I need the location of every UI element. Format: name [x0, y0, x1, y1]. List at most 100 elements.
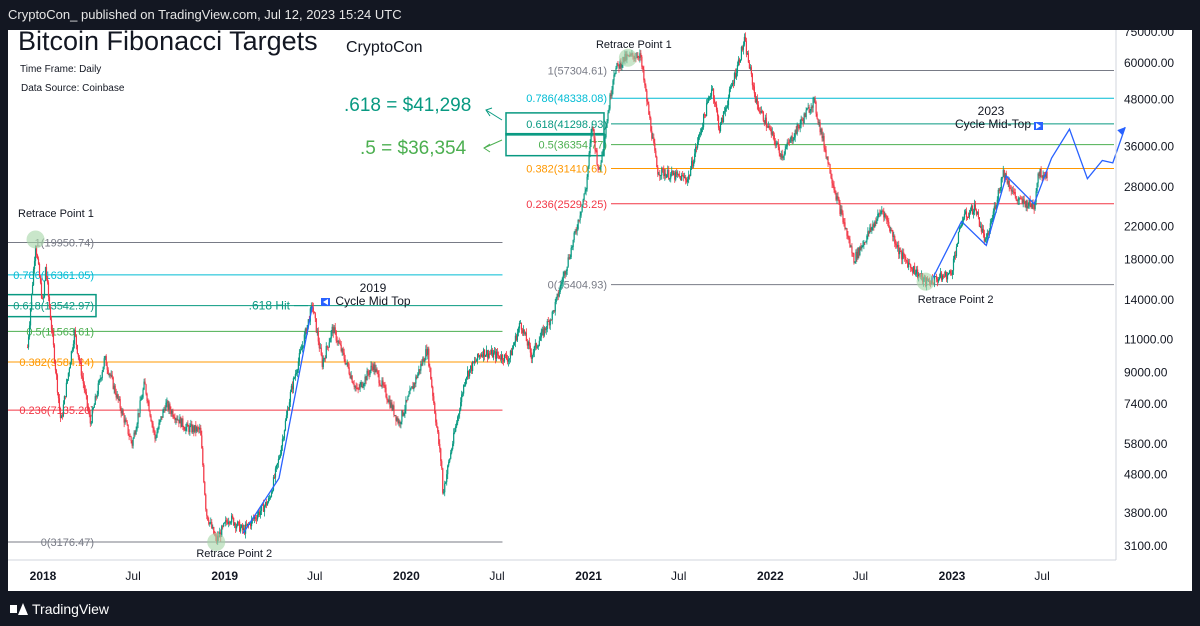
candle-body [748, 62, 750, 69]
candle-body [252, 518, 255, 520]
candle-body [207, 515, 209, 521]
candle-body [663, 169, 665, 177]
retrace-2018-point-2-label: Retrace Point 2 [196, 548, 272, 560]
candle-body [658, 174, 660, 176]
candle-body [411, 386, 413, 389]
candle-body [644, 80, 646, 86]
candle-body [1036, 183, 1038, 192]
candle-body [280, 446, 283, 455]
candle-body [553, 310, 555, 312]
fib-2021-level-label: 0.786(48338.08) [526, 93, 607, 105]
candle-body [966, 217, 969, 219]
candle-body [203, 465, 205, 482]
candle-body [339, 343, 341, 345]
candle-body [314, 313, 316, 319]
candle-body [210, 522, 212, 524]
candle-body [883, 210, 885, 218]
candle-body [423, 358, 425, 362]
candle-body [721, 117, 724, 123]
candle-body [837, 196, 839, 199]
candle-body [383, 384, 385, 386]
candle-body [866, 235, 868, 242]
candle-body [579, 215, 581, 221]
candle-body [717, 116, 720, 128]
candle-body [839, 202, 841, 215]
candle-body [720, 117, 723, 123]
candle-body [137, 413, 139, 424]
fib-2021-level-label: 1(57304.61) [548, 65, 607, 77]
candle-body [236, 525, 238, 529]
candle-body [973, 204, 976, 212]
candle-body [469, 369, 471, 377]
candle-body [197, 427, 199, 429]
tradingview-logo[interactable]: TradingView [10, 601, 109, 617]
candle-body [316, 331, 318, 333]
candle-body [714, 102, 717, 105]
candle-body [154, 431, 156, 439]
candle-body [484, 355, 487, 357]
candle-body [955, 246, 958, 256]
candle-body [389, 399, 391, 408]
candle-body [263, 506, 266, 512]
candle-body [273, 477, 276, 479]
candle-body [166, 401, 168, 403]
candle-body [388, 399, 390, 403]
candle-body [452, 443, 454, 449]
candle-body [794, 130, 796, 138]
candle-body [233, 517, 235, 526]
candle-body [457, 416, 459, 423]
candle-body [583, 193, 585, 200]
candle-body [889, 226, 891, 231]
candle-body [593, 129, 595, 139]
candle-body [127, 424, 129, 434]
candle-body [673, 172, 675, 176]
candle-body [967, 217, 970, 219]
candle-body [664, 173, 666, 177]
candle-body [284, 420, 287, 431]
candle-body [225, 520, 227, 523]
candle-body [1021, 198, 1023, 204]
candle-body [657, 167, 659, 175]
candle-body [618, 64, 620, 69]
candle-body [269, 496, 272, 498]
tradingview-logo-icon [10, 603, 28, 615]
candle-body [554, 302, 556, 312]
candle-body [246, 524, 248, 526]
candle-body [887, 220, 889, 222]
candle-body [835, 192, 837, 200]
candle-body [159, 419, 161, 423]
candle-body [100, 378, 102, 380]
candle-body [855, 251, 857, 262]
candle-body [649, 114, 651, 119]
candle-body [394, 415, 396, 417]
candle-body [993, 206, 995, 212]
candle-body [486, 350, 489, 358]
candle-body [55, 370, 58, 376]
candle-body [573, 232, 575, 240]
candle-body [718, 127, 721, 132]
candle-body [235, 523, 237, 529]
y-tick-label: 60000.00 [1124, 56, 1174, 70]
candle-body [172, 410, 174, 417]
candle-body [52, 332, 55, 345]
candle-body [892, 230, 894, 237]
candle-body [346, 362, 348, 364]
candle-body [795, 130, 797, 134]
candle-body [652, 137, 654, 139]
candle-body [681, 175, 683, 181]
target-5-arrowhead [483, 143, 491, 153]
candle-body [848, 237, 850, 240]
candle-body [695, 146, 697, 154]
candle-body [365, 376, 367, 381]
candle-body [829, 164, 831, 174]
candle-body [497, 355, 500, 357]
candle-body [123, 414, 125, 423]
candle-body [537, 345, 539, 347]
candle-body [83, 383, 85, 390]
chart-svg[interactable]: 1(19950.74) 0.786(16361.05) 0.618(13542.97… [8, 30, 1192, 591]
candle-body [599, 166, 601, 170]
candle-body [144, 381, 146, 385]
candle-body [774, 140, 776, 146]
candle-body [820, 129, 822, 133]
candle-body [267, 498, 270, 503]
